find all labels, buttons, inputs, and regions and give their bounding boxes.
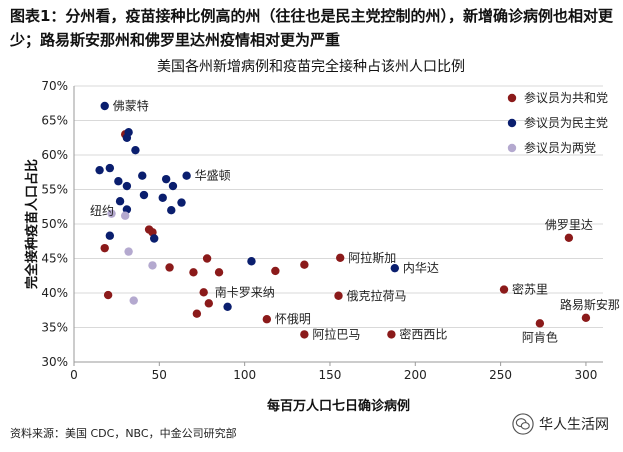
data-point	[271, 266, 280, 276]
point-annotation: 华盛顿	[195, 168, 231, 183]
data-point	[262, 315, 272, 324]
data-point	[124, 247, 133, 256]
point-annotation: 内华达	[403, 261, 439, 275]
data-point	[199, 288, 208, 297]
data-point	[499, 285, 509, 294]
data-point	[100, 101, 109, 111]
point-annotation: 佛蒙特	[113, 98, 149, 113]
data-point	[158, 193, 167, 202]
data-point	[148, 261, 157, 270]
data-point	[300, 330, 309, 339]
point-annotation: 阿肯色	[522, 330, 558, 344]
x-tick-label: 100	[233, 368, 256, 382]
data-point	[129, 296, 138, 305]
data-point	[131, 145, 140, 155]
data-point	[192, 309, 202, 318]
data-point	[161, 174, 171, 184]
x-tick-label: 50	[152, 368, 167, 382]
data-point	[105, 163, 115, 173]
data-point	[107, 209, 116, 218]
legend-label: 参议员为共和党	[524, 90, 608, 105]
x-tick-label: 250	[489, 368, 512, 382]
x-axis-label: 每百万人口七日确诊病例	[267, 398, 410, 414]
figure-caption: 图表1：分州看，疫苗接种比例高的州（往往也是民主党控制的州），新增确诊病例也相对…	[10, 7, 613, 49]
point-annotation: 密苏里	[512, 282, 548, 297]
data-point	[202, 254, 212, 263]
data-point	[114, 177, 123, 186]
chart-svg: 30% 35% 40% 45% 50% 55% 60% 65% 70% 0 50 100 150 200 2…	[24, 58, 620, 414]
point-annotation: 南卡罗来纳	[215, 284, 275, 299]
point-annotation: 阿拉斯加	[348, 250, 396, 265]
y-tick-label: 65%	[41, 114, 68, 128]
y-tick-label: 30%	[41, 355, 68, 369]
y-axis-label: 完全接种疫苗人口占比	[24, 159, 40, 289]
data-point	[189, 268, 198, 277]
data-point	[115, 197, 125, 206]
data-point	[100, 243, 109, 253]
legend-marker	[507, 93, 517, 103]
point-annotation: 路易斯安那	[560, 297, 620, 312]
data-point	[150, 234, 159, 243]
y-tick-label: 35%	[41, 321, 68, 335]
gridlines	[74, 85, 603, 363]
y-tick-label: 60%	[41, 148, 68, 162]
point-annotation: 阿拉巴马	[312, 326, 360, 341]
data-point	[300, 260, 309, 269]
data-point	[139, 190, 149, 200]
data-point	[334, 291, 343, 300]
point-annotation: 纽约	[90, 203, 114, 218]
watermark: 华人生活网	[512, 413, 609, 435]
point-annotation: 佛罗里达	[545, 218, 593, 232]
data-point	[182, 171, 191, 180]
data-point	[564, 233, 574, 242]
data-point	[95, 165, 104, 175]
data-point	[387, 330, 396, 339]
y-tick-label: 50%	[41, 217, 68, 231]
source-note: 资料来源：美国 CDC，NBC，中金公司研究部	[10, 427, 237, 440]
data-points	[95, 101, 591, 339]
legend-marker	[507, 143, 517, 153]
x-tick-label: 150	[319, 368, 342, 382]
x-tick-label: 0	[70, 368, 78, 382]
axes: 30% 35% 40% 45% 50% 55% 60% 65% 70% 0 50 100 150 200 2…	[24, 79, 603, 414]
chart-title: 美国各州新增病例和疫苗完全接种占该州人口比例	[157, 58, 465, 75]
y-tick-label: 70%	[41, 79, 68, 93]
wechat-logo-icon	[512, 413, 534, 435]
data-point	[122, 181, 132, 191]
data-point	[168, 181, 178, 191]
data-point	[165, 263, 174, 272]
legend-label: 参议员为民主党	[524, 115, 608, 130]
legend-label: 参议员为两党	[524, 140, 596, 155]
y-tick-label: 55%	[41, 183, 68, 197]
data-point	[122, 133, 132, 142]
x-tick-label: 200	[404, 368, 427, 382]
data-point	[390, 263, 400, 273]
legend-marker	[507, 118, 517, 128]
data-point	[105, 231, 115, 240]
data-point	[103, 290, 113, 300]
data-point	[177, 198, 186, 207]
data-point	[336, 253, 345, 263]
y-tick-label: 45%	[41, 252, 68, 266]
data-point	[247, 257, 256, 266]
data-point	[223, 302, 232, 311]
point-annotation: 密西西比	[399, 326, 447, 341]
data-point	[581, 313, 591, 323]
scatter-chart: 30% 35% 40% 45% 50% 55% 60% 65% 70% 0 50 100 150 200 2…	[0, 52, 623, 422]
data-point	[535, 319, 545, 328]
point-annotation: 怀俄明	[275, 312, 311, 326]
y-tick-label: 40%	[41, 286, 68, 300]
data-point	[167, 206, 176, 215]
data-point	[138, 171, 147, 180]
x-tick-label: 300	[574, 368, 597, 382]
data-point	[204, 299, 214, 308]
point-annotation: 俄克拉荷马	[347, 288, 407, 303]
watermark-text: 华人生活网	[539, 417, 609, 433]
data-point	[120, 211, 130, 220]
data-point	[214, 268, 224, 277]
